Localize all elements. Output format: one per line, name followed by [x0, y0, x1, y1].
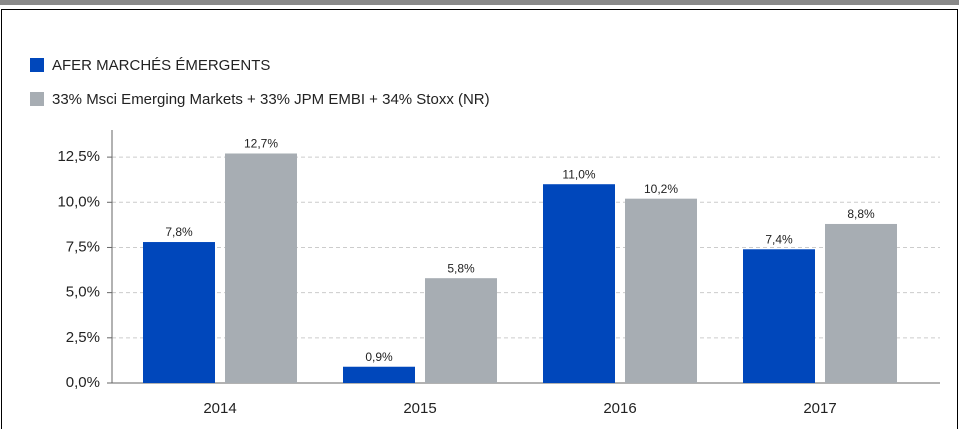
- bar: [543, 184, 615, 383]
- value-label: 10,2%: [644, 182, 678, 196]
- bar: [143, 242, 215, 383]
- value-label: 5,8%: [447, 261, 475, 275]
- y-tick-label: 2,5%: [66, 329, 100, 346]
- y-tick-label: 7,5%: [66, 238, 100, 255]
- bar: [625, 198, 697, 383]
- value-label: 7,4%: [765, 232, 793, 246]
- y-tick-label: 5,0%: [66, 284, 100, 301]
- bar: [343, 366, 415, 383]
- y-tick-label: 10,0%: [57, 193, 100, 210]
- legend-label: AFER MARCHÉS ÉMERGENTS: [52, 57, 270, 74]
- value-label: 11,0%: [562, 167, 595, 181]
- bar: [743, 249, 815, 383]
- chart-frame: [1, 9, 958, 429]
- bar: [425, 278, 497, 383]
- value-label: 0,9%: [365, 350, 393, 364]
- x-tick-label: 2017: [803, 400, 836, 417]
- y-tick-label: 12,5%: [57, 148, 100, 165]
- value-label: 7,8%: [165, 225, 193, 239]
- bar: [225, 153, 297, 383]
- x-tick-label: 2014: [203, 400, 236, 417]
- top-bar: [0, 0, 959, 5]
- value-label: 8,8%: [847, 207, 875, 221]
- legend-swatch: [30, 92, 44, 106]
- x-tick-label: 2016: [603, 400, 636, 417]
- legend-swatch: [30, 58, 44, 72]
- x-tick-label: 2015: [403, 400, 436, 417]
- bar: [825, 223, 897, 383]
- legend-label: 33% Msci Emerging Markets + 33% JPM EMBI…: [52, 91, 490, 108]
- y-tick-label: 0,0%: [66, 374, 100, 391]
- value-label: 12,7%: [244, 137, 278, 151]
